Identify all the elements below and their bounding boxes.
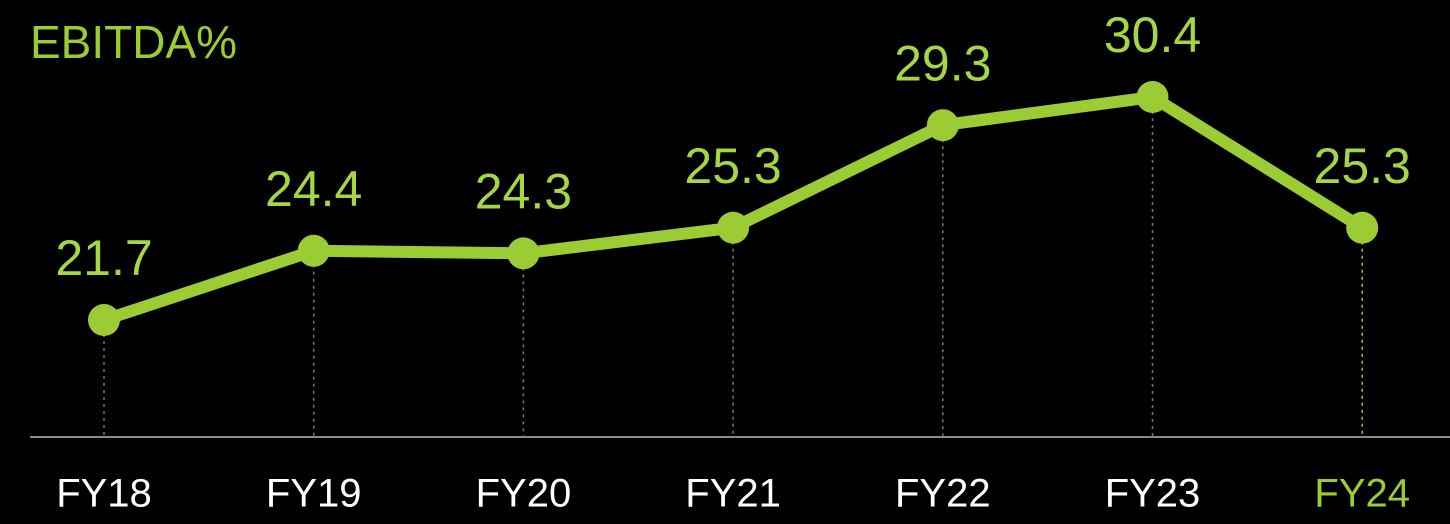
value-label: 29.3 bbox=[894, 35, 991, 91]
point bbox=[88, 304, 120, 336]
value-label: 21.7 bbox=[55, 230, 152, 286]
x-tick-label: FY22 bbox=[895, 472, 991, 516]
point bbox=[926, 109, 959, 142]
point bbox=[717, 211, 750, 244]
x-tick-label: FY18 bbox=[56, 472, 152, 516]
x-tick-label: FY20 bbox=[476, 472, 572, 516]
point bbox=[1346, 211, 1379, 244]
value-label: 24.4 bbox=[265, 161, 362, 217]
x-tick-label: FY19 bbox=[266, 472, 362, 516]
point bbox=[1136, 81, 1169, 113]
value-label: 24.3 bbox=[475, 164, 572, 220]
x-tick-label: FY24 bbox=[1314, 472, 1410, 516]
point bbox=[507, 237, 540, 270]
chart-title: EBITDA% bbox=[30, 16, 237, 68]
value-label: 25.3 bbox=[1314, 138, 1411, 194]
point bbox=[297, 234, 330, 267]
value-label: 30.4 bbox=[1104, 7, 1201, 63]
x-tick-label: FY23 bbox=[1105, 472, 1201, 516]
value-label: 25.3 bbox=[684, 138, 781, 194]
x-tick-label: FY21 bbox=[685, 472, 781, 516]
